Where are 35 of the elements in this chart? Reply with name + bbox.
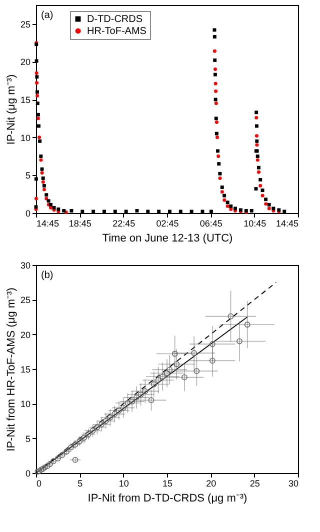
x-tick-label: 5 xyxy=(78,478,83,488)
y-tick-label: 15 xyxy=(20,364,30,374)
legend-label: HR-ToF-AMS xyxy=(87,26,147,37)
x-tick-label: 14:45 xyxy=(276,218,298,228)
y-tick-label: 10 xyxy=(20,399,30,410)
x-axis-title: Time on June 12-13 (UTC) xyxy=(102,232,233,244)
y-tick-label: 20 xyxy=(20,57,30,68)
y-tick-label: 10 xyxy=(20,132,30,143)
annotation: (a) xyxy=(41,10,54,21)
x-axis-title: IP-Nit from D-TD-CRDS (μg m⁻³) xyxy=(88,492,248,504)
x-tick-label: 14:45 xyxy=(36,218,60,228)
x-tick-label: 30 xyxy=(288,478,298,488)
annotation: (b) xyxy=(41,270,54,281)
y-tick-label: 0 xyxy=(25,208,30,218)
y-tick-label: 15 xyxy=(20,95,30,106)
legend-label: D-TD-CRDS xyxy=(87,14,143,25)
x-tick-label: 15 xyxy=(162,478,173,488)
x-tick-label: 22:45 xyxy=(112,218,136,228)
x-tick-label: 0 xyxy=(36,478,42,488)
y-tick-label: 25 xyxy=(20,19,30,30)
y-tick-label: 5 xyxy=(25,434,30,444)
y-tick-label: 25 xyxy=(20,295,30,306)
y-axis-title: IP-Nit from HR-ToF-AMS (μg m⁻³) xyxy=(5,288,18,452)
x-tick-label: 18:45 xyxy=(68,218,92,228)
x-tick-label: 02:45 xyxy=(156,218,179,228)
y-tick-label: 0 xyxy=(25,468,30,478)
x-tick-label: 10:45 xyxy=(244,218,266,228)
x-tick-label: 10 xyxy=(118,478,129,488)
y-tick-label: 5 xyxy=(25,170,30,181)
x-tick-label: 06:45 xyxy=(200,218,222,228)
x-tick-label: 20 xyxy=(206,478,216,488)
x-tick-label: 25 xyxy=(250,478,260,488)
y-axis-title: IP-Nit (μg m⁻³) xyxy=(5,74,18,145)
y-tick-label: 20 xyxy=(20,330,30,340)
y-tick-label: 30 xyxy=(20,260,30,270)
